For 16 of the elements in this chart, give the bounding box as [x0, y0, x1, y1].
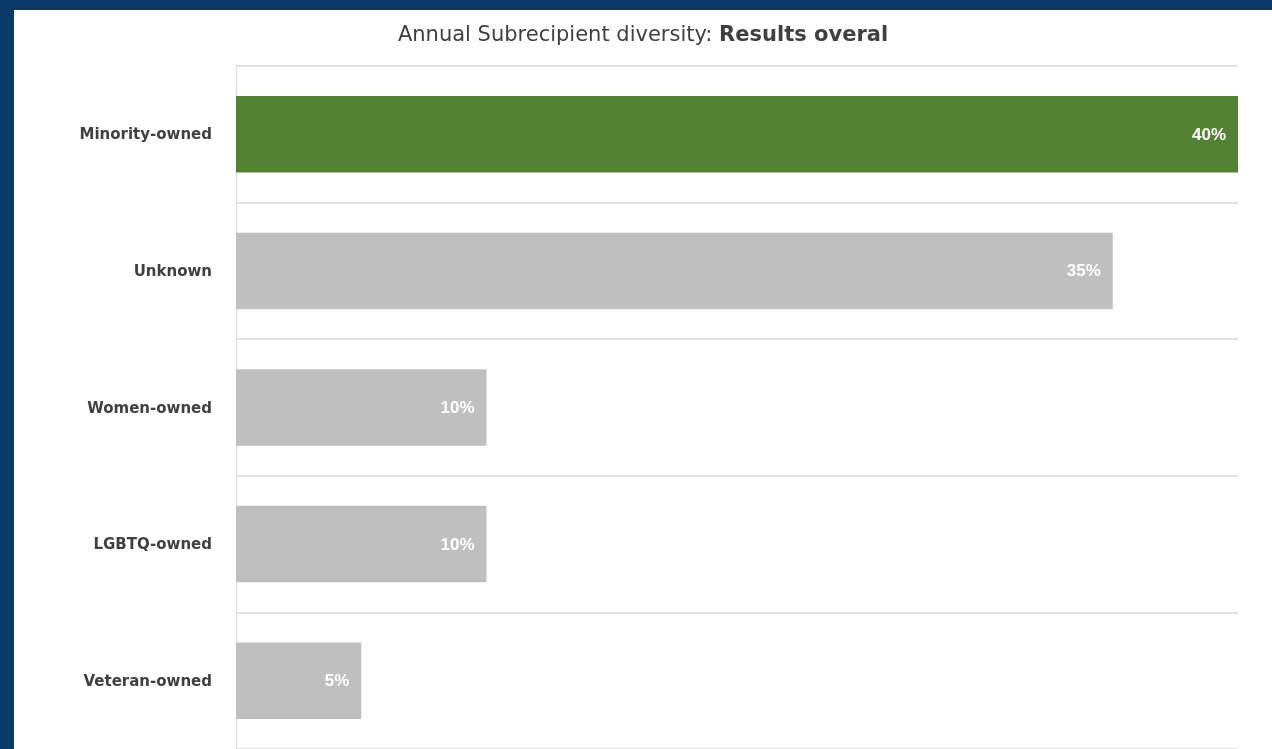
bar: [236, 369, 487, 446]
y-tick-label: Women-owned: [87, 398, 212, 417]
chart-title: Annual Subrecipient diversity: Results overal: [397, 21, 889, 46]
bar: [236, 642, 362, 719]
bar: [236, 96, 1238, 173]
bar: [236, 505, 487, 583]
y-tick-label: Minority-owned: [79, 125, 212, 144]
data-label: 10%: [440, 398, 475, 417]
y-tick-label: Unknown: [133, 261, 212, 280]
y-tick-label: Veteran-owned: [83, 671, 212, 690]
data-label: 5%: [324, 671, 350, 691]
data-label: 35%: [1066, 261, 1101, 281]
data-label: 10%: [440, 534, 475, 554]
y-tick-label: LGBTQ-owned: [93, 535, 212, 554]
bar: [236, 232, 1113, 310]
data-label: 40%: [1191, 124, 1226, 144]
